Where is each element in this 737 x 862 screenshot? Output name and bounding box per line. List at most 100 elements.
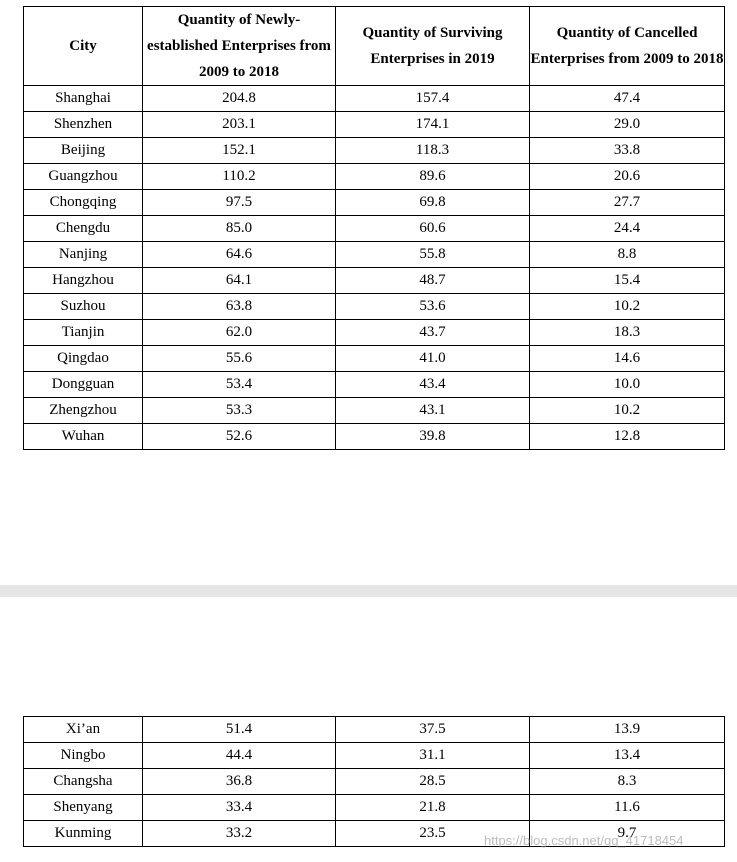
cell-cancelled: 12.8 — [529, 423, 725, 450]
table-row: Guangzhou 110.2 89.6 20.6 — [23, 163, 725, 190]
cell-city: Tianjin — [23, 319, 143, 346]
cell-city: Zhengzhou — [23, 397, 143, 424]
cell-surviving: 43.4 — [335, 371, 530, 398]
cell-surviving: 60.6 — [335, 215, 530, 242]
cell-cancelled: 29.0 — [529, 111, 725, 138]
cell-city: Chongqing — [23, 189, 143, 216]
cell-surviving: 89.6 — [335, 163, 530, 190]
page-break — [0, 585, 737, 597]
cell-surviving: 43.7 — [335, 319, 530, 346]
cell-cancelled: 10.2 — [529, 397, 725, 424]
cell-surviving: 69.8 — [335, 189, 530, 216]
cell-surviving: 157.4 — [335, 85, 530, 112]
header-cancelled: Quantity of Cancelled Enterprises from 2… — [529, 6, 725, 86]
table-row: Changsha 36.8 28.5 8.3 — [23, 768, 725, 795]
cell-newly-established: 64.1 — [142, 267, 336, 294]
cell-city: Ningbo — [23, 742, 143, 769]
header-row: City Quantity of Newly-established Enter… — [23, 6, 725, 86]
cell-surviving: 174.1 — [335, 111, 530, 138]
cell-cancelled: 20.6 — [529, 163, 725, 190]
cell-newly-established: 52.6 — [142, 423, 336, 450]
cell-cancelled: 10.2 — [529, 293, 725, 320]
table-row: Beijing 152.1 118.3 33.8 — [23, 137, 725, 164]
cell-surviving: 21.8 — [335, 794, 530, 821]
cell-cancelled: 24.4 — [529, 215, 725, 242]
cell-city: Qingdao — [23, 345, 143, 372]
table-row: Wuhan 52.6 39.8 12.8 — [23, 423, 725, 450]
enterprise-table-page-1: City Quantity of Newly-established Enter… — [23, 6, 725, 450]
table-row: Tianjin 62.0 43.7 18.3 — [23, 319, 725, 346]
cell-newly-established: 55.6 — [142, 345, 336, 372]
table-row: Chengdu 85.0 60.6 24.4 — [23, 215, 725, 242]
cell-surviving: 43.1 — [335, 397, 530, 424]
cell-cancelled: 27.7 — [529, 189, 725, 216]
table-row: Shanghai 204.8 157.4 47.4 — [23, 85, 725, 112]
cell-cancelled: 13.4 — [529, 742, 725, 769]
table-row: Dongguan 53.4 43.4 10.0 — [23, 371, 725, 398]
cell-cancelled: 14.6 — [529, 345, 725, 372]
header-city: City — [23, 6, 143, 86]
cell-city: Guangzhou — [23, 163, 143, 190]
cell-city: Suzhou — [23, 293, 143, 320]
cell-surviving: 31.1 — [335, 742, 530, 769]
table-row: Hangzhou 64.1 48.7 15.4 — [23, 267, 725, 294]
watermark: https://blog.csdn.net/qq_41718454 — [484, 833, 684, 848]
table-row: Zhengzhou 53.3 43.1 10.2 — [23, 397, 725, 424]
cell-city: Dongguan — [23, 371, 143, 398]
cell-cancelled: 10.0 — [529, 371, 725, 398]
enterprise-table-page-2: Xi’an 51.4 37.5 13.9 Ningbo 44.4 31.1 13.4 Chang… — [23, 716, 725, 847]
cell-surviving: 41.0 — [335, 345, 530, 372]
cell-newly-established: 152.1 — [142, 137, 336, 164]
cell-newly-established: 97.5 — [142, 189, 336, 216]
cell-newly-established: 36.8 — [142, 768, 336, 795]
cell-newly-established: 85.0 — [142, 215, 336, 242]
cell-newly-established: 203.1 — [142, 111, 336, 138]
cell-newly-established: 53.4 — [142, 371, 336, 398]
cell-newly-established: 64.6 — [142, 241, 336, 268]
cell-city: Chengdu — [23, 215, 143, 242]
table-row: Kunming 33.2 23.5 9.7 — [23, 820, 725, 847]
cell-city: Xi’an — [23, 716, 143, 743]
table-row: Nanjing 64.6 55.8 8.8 — [23, 241, 725, 268]
table-row: Shenyang 33.4 21.8 11.6 — [23, 794, 725, 821]
cell-cancelled: 9.7 — [529, 820, 725, 847]
cell-newly-established: 110.2 — [142, 163, 336, 190]
cell-cancelled: 8.3 — [529, 768, 725, 795]
cell-surviving: 39.8 — [335, 423, 530, 450]
cell-cancelled: 11.6 — [529, 794, 725, 821]
table-row: Xi’an 51.4 37.5 13.9 — [23, 716, 725, 743]
table-row: Chongqing 97.5 69.8 27.7 — [23, 189, 725, 216]
cell-surviving: 28.5 — [335, 768, 530, 795]
table-row: Qingdao 55.6 41.0 14.6 — [23, 345, 725, 372]
cell-newly-established: 51.4 — [142, 716, 336, 743]
cell-city: Nanjing — [23, 241, 143, 268]
cell-city: Hangzhou — [23, 267, 143, 294]
cell-city: Shanghai — [23, 85, 143, 112]
cell-surviving: 118.3 — [335, 137, 530, 164]
cell-surviving: 37.5 — [335, 716, 530, 743]
cell-cancelled: 47.4 — [529, 85, 725, 112]
cell-newly-established: 63.8 — [142, 293, 336, 320]
header-newly-established: Quantity of Newly-established Enterprise… — [142, 6, 336, 86]
cell-cancelled: 15.4 — [529, 267, 725, 294]
cell-cancelled: 13.9 — [529, 716, 725, 743]
cell-newly-established: 62.0 — [142, 319, 336, 346]
cell-surviving: 53.6 — [335, 293, 530, 320]
cell-surviving: 48.7 — [335, 267, 530, 294]
header-surviving: Quantity of Surviving Enterprises in 201… — [335, 6, 530, 86]
cell-city: Shenzhen — [23, 111, 143, 138]
table-row: Shenzhen 203.1 174.1 29.0 — [23, 111, 725, 138]
cell-newly-established: 44.4 — [142, 742, 336, 769]
cell-newly-established: 204.8 — [142, 85, 336, 112]
cell-newly-established: 53.3 — [142, 397, 336, 424]
cell-newly-established: 33.2 — [142, 820, 336, 847]
table-row: Ningbo 44.4 31.1 13.4 — [23, 742, 725, 769]
cell-cancelled: 8.8 — [529, 241, 725, 268]
cell-city: Kunming — [23, 820, 143, 847]
cell-city: Changsha — [23, 768, 143, 795]
cell-city: Shenyang — [23, 794, 143, 821]
cell-cancelled: 33.8 — [529, 137, 725, 164]
cell-cancelled: 18.3 — [529, 319, 725, 346]
table-row: Suzhou 63.8 53.6 10.2 — [23, 293, 725, 320]
cell-city: Wuhan — [23, 423, 143, 450]
